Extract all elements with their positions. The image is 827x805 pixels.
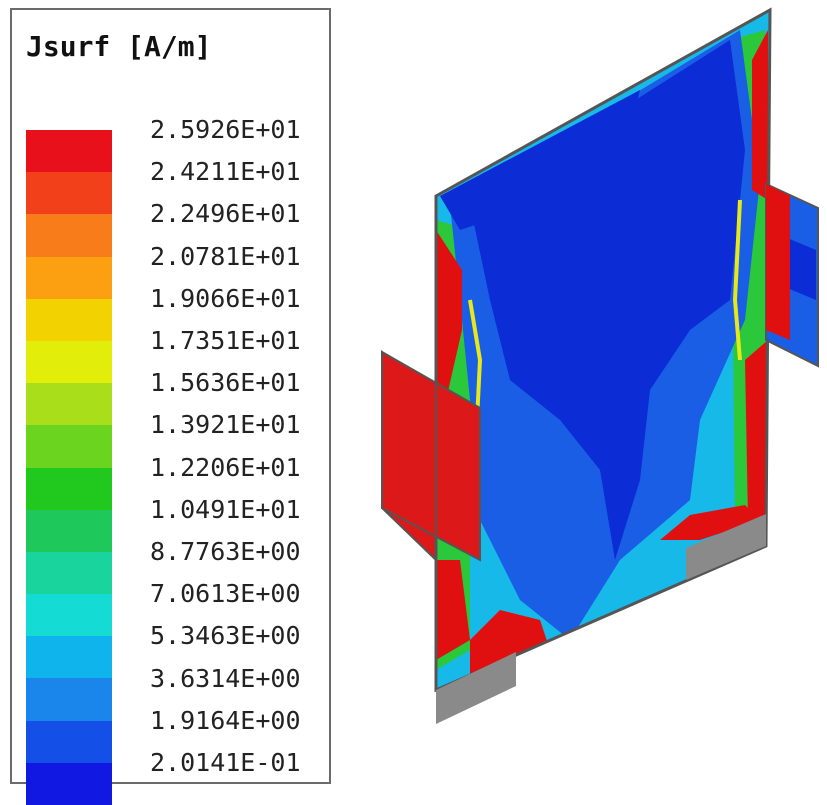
tick-label: 3.6314E+00 — [150, 663, 301, 693]
color-swatch — [26, 467, 112, 510]
color-swatch — [26, 636, 112, 679]
plate-yellow-right — [732, 199, 742, 361]
color-swatch — [26, 720, 112, 763]
plate-red-left — [436, 230, 462, 420]
color-swatch — [26, 551, 112, 595]
color-swatch — [26, 383, 112, 426]
tick-label: 1.2206E+01 — [150, 452, 301, 482]
plate-red-left-lower — [436, 560, 470, 660]
colorbar-legend: Jsurf [A/m] 2.5926E+01 2.4211E+01 2.2496E+… — [10, 8, 331, 805]
color-swatch — [26, 298, 112, 341]
color-swatch — [26, 509, 112, 552]
plate-red-bottom-right — [660, 505, 760, 540]
tick-label: 1.9164E+00 — [150, 705, 301, 735]
feed-pad-left — [436, 652, 516, 724]
right-port-red-edge — [766, 184, 790, 340]
left-port — [381, 350, 481, 562]
tick-label: 2.4211E+01 — [150, 157, 301, 187]
tick-label: 2.0141E-01 — [150, 748, 301, 777]
color-swatch — [26, 172, 112, 215]
feed-pad-right — [686, 514, 766, 580]
legend-title: Jsurf [A/m] — [26, 30, 212, 63]
tick-label: 2.5926E+01 — [150, 115, 301, 144]
tick-label: 1.3921E+01 — [150, 410, 301, 440]
color-scale — [26, 130, 112, 805]
tick-label: 2.0781E+01 — [150, 241, 301, 271]
tick-label: 8.7763E+00 — [150, 537, 301, 566]
color-swatch — [26, 425, 112, 468]
tick-label: 5.3463E+00 — [150, 621, 301, 651]
plate-red-right — [752, 30, 768, 200]
color-swatch — [26, 594, 112, 637]
tick-label: 1.7351E+01 — [150, 326, 301, 355]
plate-red-right-lower — [745, 340, 768, 520]
tick-label: 1.5636E+01 — [150, 368, 301, 398]
color-swatch — [26, 256, 112, 299]
tick-label: 1.9066E+01 — [150, 283, 301, 313]
tick-label: 2.2496E+01 — [150, 199, 301, 229]
main-plate — [436, 10, 770, 690]
color-swatch — [26, 678, 112, 721]
tick-label: 1.0491E+01 — [150, 494, 301, 524]
color-swatch — [26, 130, 112, 173]
color-swatch — [26, 214, 112, 257]
color-swatch — [26, 340, 112, 384]
plate-deep-blue-top — [440, 90, 640, 230]
tick-label: 7.0613E+00 — [150, 579, 301, 609]
